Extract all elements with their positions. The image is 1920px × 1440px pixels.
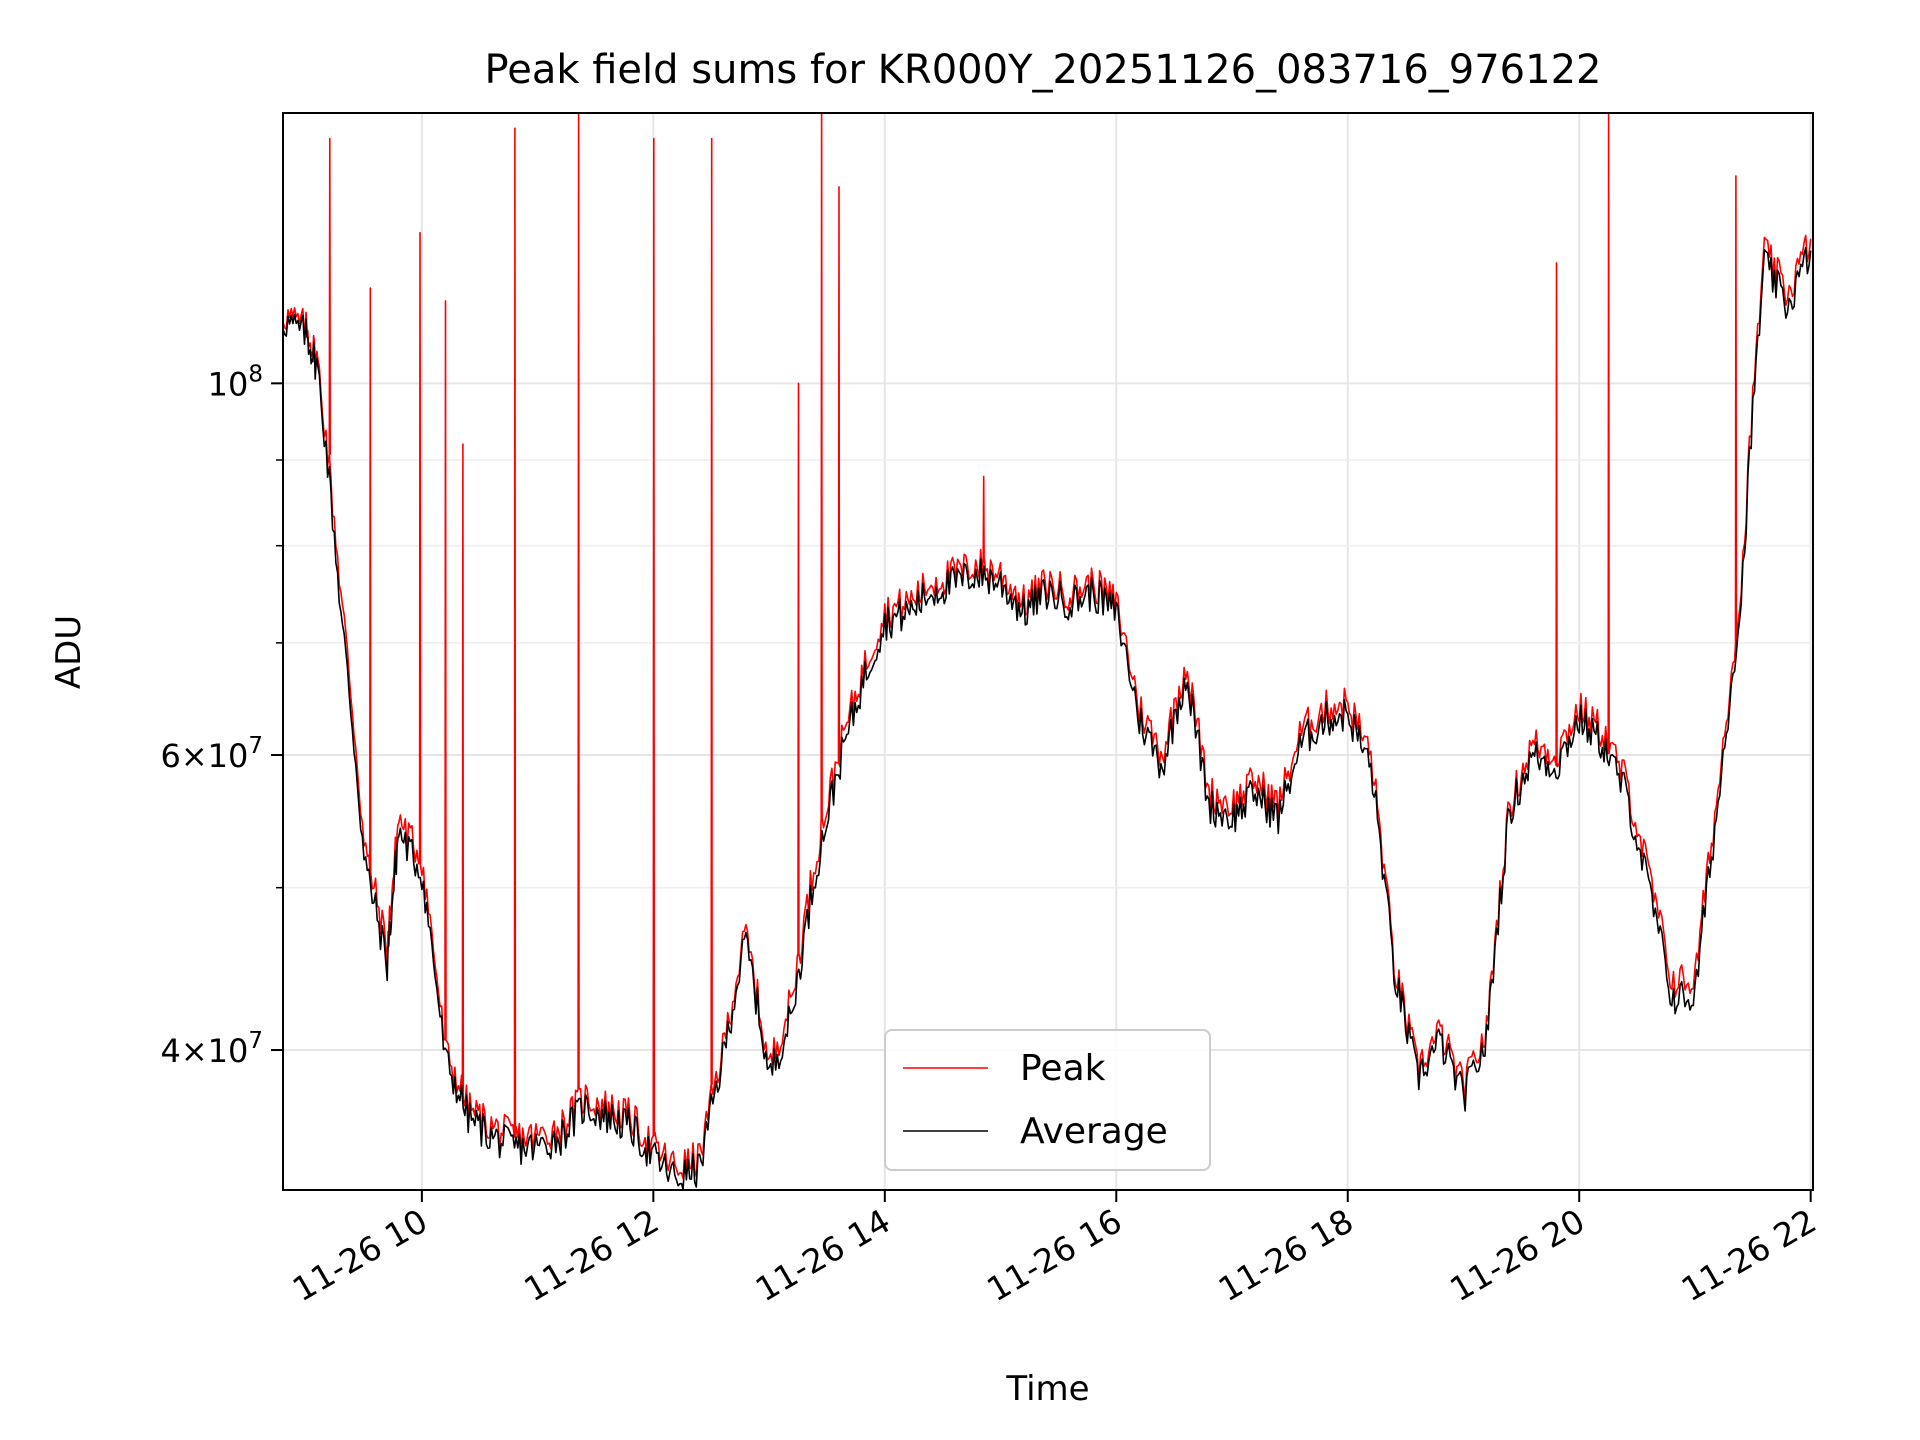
y-axis-label: ADU — [49, 615, 89, 689]
grid-lines — [283, 113, 1813, 1190]
series-group — [283, 113, 1812, 1190]
legend-peak-label: Peak — [1020, 1048, 1106, 1089]
chart-title: Peak field sums for KR000Y_20251126_0837… — [485, 47, 1602, 93]
legend-box — [884, 1029, 1211, 1171]
plot-frame — [282, 112, 1814, 1191]
series-line-average — [283, 246, 1812, 1190]
series-line-peak — [283, 113, 1812, 1180]
y-tick-label: 6×107 — [160, 733, 263, 775]
y-tick-label: 4×107 — [160, 1028, 263, 1070]
series-layer — [283, 113, 1812, 1190]
legend-average-label: Average — [1020, 1111, 1168, 1152]
legend: Peak Average — [884, 1029, 1211, 1171]
x-axis-label: Time — [1005, 1369, 1089, 1409]
